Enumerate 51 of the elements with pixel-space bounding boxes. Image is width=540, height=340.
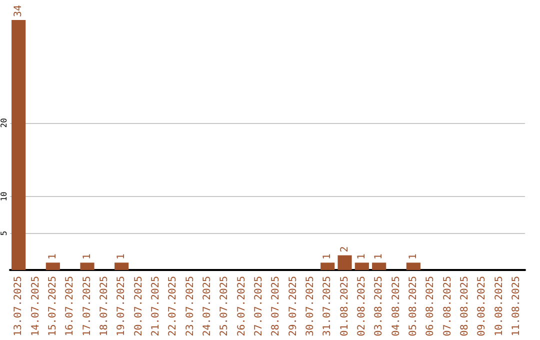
data-label: 1 xyxy=(408,254,419,260)
x-tick-label: 30.07.2025 xyxy=(304,276,316,336)
x-tick-label: 02.08.2025 xyxy=(356,276,368,336)
x-tick-label: 08.08.2025 xyxy=(459,276,470,336)
x-tick-label: 01.08.2025 xyxy=(339,276,350,336)
x-tick-label: 03.08.2025 xyxy=(374,276,385,336)
bar xyxy=(320,262,335,270)
x-tick-label: 13.07.2025 xyxy=(13,276,24,336)
x-tick-label: 25.07.2025 xyxy=(219,276,230,336)
x-tick-label: 07.08.2025 xyxy=(442,276,454,336)
x-tick-label: 27.07.2025 xyxy=(253,276,264,336)
x-tick-label: 19.07.2025 xyxy=(116,276,128,336)
bar xyxy=(354,262,369,270)
bar xyxy=(114,262,129,270)
x-tick-label: 15.07.2025 xyxy=(47,276,58,336)
bar xyxy=(406,262,420,270)
x-tick-label: 04.08.2025 xyxy=(390,276,402,336)
x-tick-label: 11.08.2025 xyxy=(510,276,522,336)
x-tick-label: 31.07.2025 xyxy=(322,276,334,336)
data-label: 1 xyxy=(322,254,334,260)
bar xyxy=(338,255,352,270)
data-label: 1 xyxy=(116,254,128,260)
x-tick-label: 09.08.2025 xyxy=(476,276,488,336)
data-label: 34 xyxy=(13,4,24,17)
x-tick-label: 23.07.2025 xyxy=(184,276,196,336)
x-tick-label: 22.07.2025 xyxy=(168,276,179,336)
data-label: 1 xyxy=(374,254,385,260)
data-label: 1 xyxy=(47,254,58,260)
y-tick-label: 5 xyxy=(0,230,8,236)
data-label: 1 xyxy=(82,254,93,260)
y-tick-label: 20 xyxy=(0,118,8,128)
x-tick-label: 10.08.2025 xyxy=(494,276,505,336)
bar xyxy=(12,20,26,270)
bar xyxy=(46,262,60,270)
data-label: 1 xyxy=(356,254,368,260)
x-tick-label: 16.07.2025 xyxy=(64,276,76,336)
bar xyxy=(80,262,94,270)
x-tick-label: 29.07.2025 xyxy=(288,276,299,336)
x-tick-label: 06.08.2025 xyxy=(425,276,436,336)
data-label: 2 xyxy=(339,246,350,252)
x-tick-label: 05.08.2025 xyxy=(408,276,419,336)
x-tick-label: 26.07.2025 xyxy=(236,276,248,336)
x-tick-label: 24.07.2025 xyxy=(202,276,213,336)
x-tick-label: 28.07.2025 xyxy=(270,276,282,336)
bar xyxy=(372,262,386,270)
x-tick-label: 21.07.2025 xyxy=(150,276,162,336)
y-tick-label: 10 xyxy=(0,191,8,202)
x-tick-label: 17.07.2025 xyxy=(82,276,93,336)
x-tick-label: 20.07.2025 xyxy=(133,276,144,336)
x-tick-label: 18.07.2025 xyxy=(98,276,110,336)
x-tick-label: 14.07.2025 xyxy=(30,276,42,336)
